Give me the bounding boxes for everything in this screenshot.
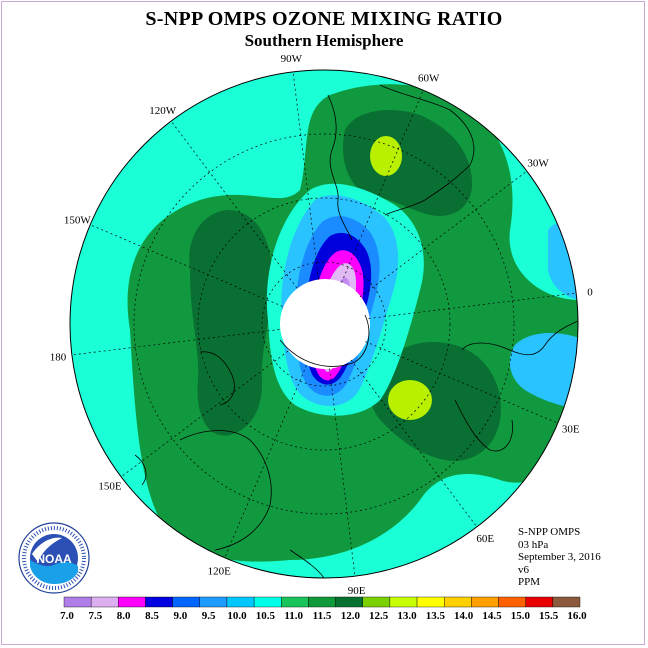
longitude-label-180: 180 — [50, 352, 67, 364]
coastlines — [134, 84, 578, 578]
field-darkgreen-west — [189, 210, 273, 436]
info-instrument: S-NPP OMPS — [518, 526, 581, 538]
noaa-logo-text: NOAA — [36, 552, 72, 566]
longitude-label-150w: 150W — [64, 214, 92, 226]
info-date: September 3, 2016 — [518, 551, 601, 563]
longitude-label-120w: 120W — [149, 105, 177, 117]
longitude-label-0: 0 — [587, 286, 593, 298]
longitude-label-120e: 120E — [208, 566, 232, 578]
latitude-circle-inner — [261, 261, 387, 387]
field-blue-east-b — [509, 333, 578, 410]
longitude-label-60e: 60E — [476, 533, 494, 545]
longitude-label-150e: 150E — [98, 480, 122, 492]
map-disc-outline — [69, 69, 579, 579]
product-info: S-NPP OMPS 03 hPa September 3, 2016 v6 P… — [518, 526, 601, 589]
noaa-logo: NOAA — [18, 522, 90, 599]
map-subtitle: Southern Hemisphere — [244, 31, 404, 50]
field-darkgreen-east — [371, 341, 501, 461]
latitude-circle-outer — [133, 133, 515, 515]
longitude-label-30w: 30W — [527, 158, 549, 170]
longitude-label-90w: 90W — [281, 53, 303, 65]
field-yellowgreen-north — [370, 136, 402, 176]
info-version: v6 — [518, 563, 529, 576]
latitude-circle-mid — [197, 197, 451, 451]
longitude-label-30e: 30E — [562, 424, 580, 436]
info-level: 03 hPa — [518, 538, 549, 551]
longitude-labels: 90W 60W 30W 0 30E 60E 90E 120E 150E 180 150W 120W — [50, 53, 594, 597]
map-title: S-NPP OMPS OZONE MIXING RATIO — [145, 8, 503, 30]
longitude-label-60w: 60W — [418, 72, 440, 84]
longitude-label-90e: 90E — [348, 585, 366, 597]
polar-night-no-data — [280, 279, 370, 369]
graticule — [133, 133, 515, 515]
ozone-field — [70, 70, 578, 578]
info-units: PPM — [518, 576, 541, 588]
field-yellowgreen-east — [388, 380, 432, 420]
